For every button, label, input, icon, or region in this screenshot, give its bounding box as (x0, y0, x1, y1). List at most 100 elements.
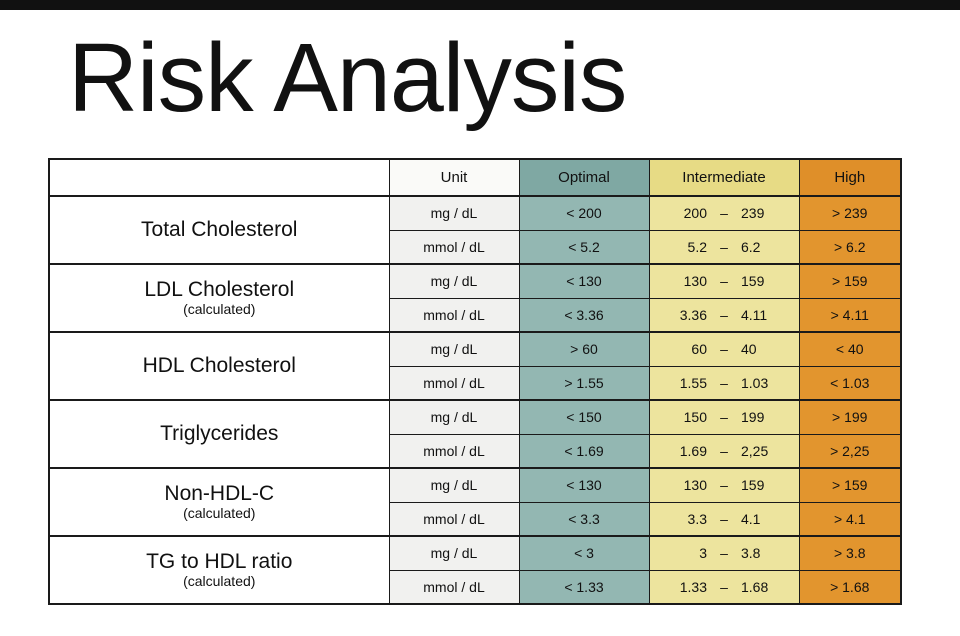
intermediate-value-cell: 3.36–4.11 (648, 297, 800, 333)
intermediate-high-value: 239 (741, 205, 765, 222)
high-value-cell: > 4.1 (798, 501, 902, 537)
intermediate-low-value: 1.33 (679, 578, 707, 595)
unit-cell: mmol / dL (388, 569, 520, 605)
optimal-value-cell: < 150 (518, 399, 650, 435)
intermediate-high-value: 159 (741, 477, 765, 494)
table-row: mmol / dL < 1.69 1.69–2,25 > 2,25 (49, 433, 902, 469)
optimal-value-cell: < 1.33 (518, 569, 650, 605)
unit-cell: mmol / dL (388, 229, 520, 265)
optimal-value-cell: < 200 (518, 195, 650, 231)
unit-cell: mmol / dL (388, 501, 520, 537)
unit-cell: mg / dL (388, 331, 520, 367)
row-sublabel: (calculated) (183, 505, 256, 522)
intermediate-low-value: 1.55 (679, 374, 707, 391)
row-label-cell: LDL Cholesterol (calculated) (48, 263, 390, 333)
optimal-value-cell: < 1.69 (518, 433, 650, 469)
range-dash: – (720, 205, 728, 222)
intermediate-low-value: 3 (699, 545, 707, 562)
table-row: Total Cholesterol mg / dL < 200 200–239 > 23… (48, 195, 902, 265)
intermediate-low-value: 130 (683, 273, 707, 290)
intermediate-high-value: 3.8 (741, 545, 761, 562)
row-label: Non-HDL-C (164, 482, 275, 506)
header-high: High (798, 158, 902, 197)
intermediate-value-cell: 1.33–1.68 (648, 569, 800, 605)
unit-cell: mmol / dL (388, 365, 520, 401)
row-label-cell: TG to HDL ratio (calculated) (48, 535, 390, 605)
intermediate-low-value: 3.36 (679, 306, 707, 323)
row-label-cell: Total Cholesterol (48, 195, 390, 265)
intermediate-low-value: 200 (683, 205, 707, 222)
intermediate-value-cell: 3.3–4.1 (648, 501, 800, 537)
page-title: Risk Analysis (68, 23, 627, 132)
top-bar (0, 0, 960, 10)
header-optimal: Optimal (518, 158, 650, 197)
optimal-value-cell: < 5.2 (518, 229, 650, 265)
range-dash: – (720, 374, 728, 391)
range-dash: – (720, 510, 728, 527)
intermediate-value-cell: 130–159 (648, 467, 800, 503)
high-value-cell: > 3.8 (798, 535, 902, 571)
row-label: LDL Cholesterol (144, 278, 295, 302)
unit-cell: mg / dL (388, 399, 520, 435)
optimal-value-cell: > 60 (518, 331, 650, 367)
row-label: TG to HDL ratio (146, 550, 293, 574)
high-value-cell: > 159 (798, 263, 902, 299)
high-value-cell: < 1.03 (798, 365, 902, 401)
row-label: HDL Cholesterol (142, 353, 296, 377)
range-dash: – (720, 545, 728, 562)
intermediate-low-value: 60 (691, 341, 707, 358)
intermediate-low-value: 3.3 (687, 510, 707, 527)
intermediate-high-value: 6.2 (741, 238, 761, 255)
unit-cell: mg / dL (388, 195, 520, 231)
high-value-cell: > 4.11 (798, 297, 902, 333)
high-value-cell: > 6.2 (798, 229, 902, 265)
table-row: TG to HDL ratio (calculated) mg / dL < 3 3–3… (48, 535, 902, 605)
table-row: HDL Cholesterol mg / dL > 60 60–40 < 40 (48, 331, 902, 401)
intermediate-high-value: 4.11 (741, 306, 768, 323)
unit-cell: mmol / dL (388, 433, 520, 469)
row-label-cell: Non-HDL-C (calculated) (48, 467, 390, 537)
row-label: Total Cholesterol (141, 217, 298, 241)
row-label-cell: Triglycerides (48, 399, 390, 469)
unit-cell: mg / dL (388, 467, 520, 503)
row-sublabel: (calculated) (183, 573, 256, 590)
range-dash: – (720, 578, 728, 595)
range-dash: – (720, 238, 728, 255)
row-label: Triglycerides (160, 421, 279, 445)
intermediate-low-value: 1.69 (679, 442, 707, 459)
high-value-cell: > 159 (798, 467, 902, 503)
intermediate-high-value: 199 (741, 409, 765, 426)
range-dash: – (720, 306, 728, 323)
table-row: LDL Cholesterol (calculated) mg / dL < 130 1… (48, 263, 902, 333)
intermediate-low-value: 130 (683, 477, 707, 494)
table-row: mmol / dL > 1.55 1.55–1.03 < 1.03 (49, 365, 902, 401)
header-label-cell (48, 158, 390, 197)
intermediate-high-value: 4.1 (741, 510, 761, 527)
header-unit: Unit (388, 158, 520, 197)
range-dash: – (720, 273, 728, 290)
intermediate-value-cell: 130–159 (648, 263, 800, 299)
high-value-cell: > 2,25 (798, 433, 902, 469)
intermediate-value-cell: 150–199 (648, 399, 800, 435)
row-label-cell: HDL Cholesterol (48, 331, 390, 401)
table-row: Non-HDL-C (calculated) mg / dL < 130 130–159… (48, 467, 902, 537)
intermediate-value-cell: 1.69–2,25 (648, 433, 800, 469)
table-header-row: Unit Optimal Intermediate High (48, 158, 902, 197)
range-dash: – (720, 409, 728, 426)
range-dash: – (720, 442, 728, 459)
intermediate-high-value: 1.68 (741, 578, 769, 595)
table-row: mmol / dL < 1.33 1.33–1.68 > 1.68 (49, 569, 902, 605)
optimal-value-cell: < 130 (518, 263, 650, 299)
row-sublabel: (calculated) (183, 301, 256, 318)
risk-analysis-table: Unit Optimal Intermediate High Total Cho… (48, 158, 902, 605)
optimal-value-cell: < 130 (518, 467, 650, 503)
high-value-cell: < 40 (798, 331, 902, 367)
table-row: Triglycerides mg / dL < 150 150–199 > 199 (48, 399, 902, 469)
optimal-value-cell: < 3.3 (518, 501, 650, 537)
intermediate-value-cell: 200–239 (648, 195, 800, 231)
intermediate-high-value: 2,25 (741, 442, 769, 459)
high-value-cell: > 1.68 (798, 569, 902, 605)
unit-cell: mg / dL (388, 535, 520, 571)
intermediate-low-value: 150 (683, 409, 707, 426)
